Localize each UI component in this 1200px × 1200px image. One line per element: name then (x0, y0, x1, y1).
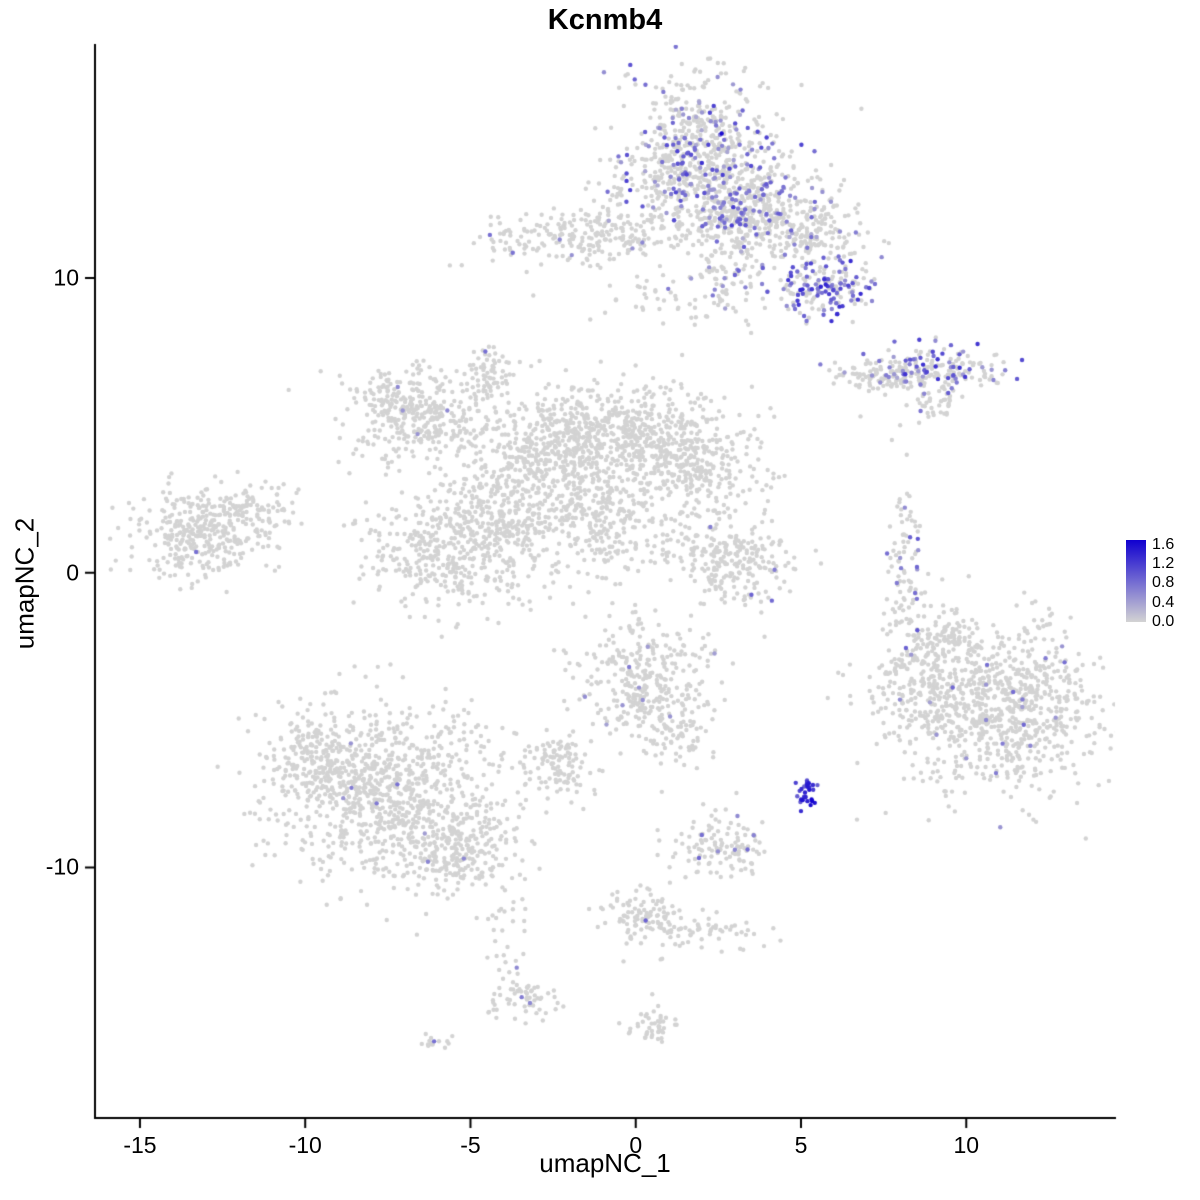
colorbar-tick-label: 1.2 (1152, 555, 1175, 573)
colorbar-tick-label: 0.8 (1152, 574, 1175, 592)
x-tick-label: 0 (629, 1132, 643, 1158)
colorbar-gradient (1126, 540, 1146, 622)
x-tick-label: -10 (288, 1132, 322, 1158)
x-axis-label: umapNC_1 (539, 1148, 671, 1178)
y-axis-label: umapNC_2 (9, 517, 40, 650)
y-tick-label: 0 (66, 559, 79, 586)
x-tick-label: 5 (794, 1132, 808, 1158)
x-tick-label: 10 (953, 1132, 980, 1158)
x-tick-label: -15 (123, 1132, 157, 1158)
colorbar-tick-label: 1.6 (1152, 535, 1175, 553)
colorbar-tick-label: 0.0 (1152, 613, 1175, 630)
colorbar-tick-label: 0.4 (1152, 593, 1175, 611)
y-tick-label: -10 (45, 853, 79, 880)
y-tick-label: 10 (53, 264, 79, 291)
plot-title: Kcnmb4 (547, 4, 663, 36)
x-tick-label: -5 (460, 1132, 481, 1158)
